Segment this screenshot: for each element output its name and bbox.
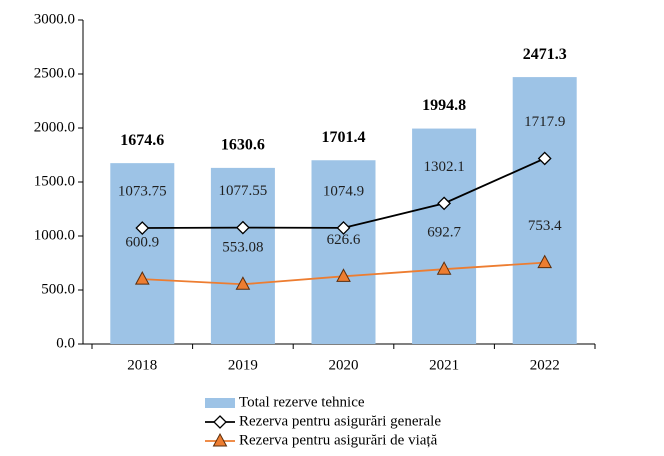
- bar-value-label: 1674.6: [120, 132, 164, 149]
- line-value-label: 1717.9: [524, 114, 565, 130]
- legend-marker: [213, 415, 227, 429]
- line-value-label: 553.08: [222, 240, 263, 256]
- y-tick-label: 2500.0: [34, 65, 75, 81]
- x-tick-label: 2020: [329, 357, 359, 373]
- line-value-label: 753.4: [528, 218, 562, 234]
- y-tick-label: 1000.0: [34, 227, 75, 243]
- x-tick-label: 2019: [228, 357, 258, 373]
- line-marker: [537, 254, 553, 269]
- bar: [412, 128, 477, 344]
- line-value-label: 626.6: [327, 232, 361, 248]
- legend-marker: [212, 432, 228, 447]
- bar-value-label: 1630.6: [221, 137, 265, 154]
- bar: [210, 167, 275, 344]
- legend-swatch: [205, 398, 235, 408]
- line-marker: [235, 220, 250, 235]
- bar-value-label: 1701.4: [322, 129, 366, 146]
- legend-label: Rezerva pentru asigurări de viață: [239, 432, 438, 448]
- line-marker: [437, 196, 452, 211]
- y-tick-label: 500.0: [41, 281, 75, 297]
- bar-value-label: 1994.8: [422, 97, 466, 114]
- line-marker: [336, 268, 351, 282]
- bar: [512, 77, 577, 344]
- x-tick-label: 2021: [429, 357, 459, 373]
- legend-label: Total rezerve tehnice: [239, 394, 365, 410]
- line-value-label: 1077.55: [219, 183, 268, 199]
- x-tick-label: 2018: [127, 357, 157, 373]
- y-tick-label: 1500.0: [34, 173, 75, 189]
- line-marker: [235, 276, 251, 290]
- x-tick-label: 2022: [530, 357, 560, 373]
- line-value-label: 1073.75: [118, 183, 167, 199]
- line-value-label: 1074.9: [323, 183, 364, 199]
- y-tick-label: 3000.0: [34, 11, 75, 27]
- line-marker: [336, 220, 351, 235]
- line-marker: [134, 271, 150, 285]
- line-marker: [537, 151, 552, 166]
- bar: [311, 160, 376, 344]
- bar-value-label: 2471.3: [523, 46, 567, 63]
- legend-label: Rezerva pentru asigurări generale: [239, 413, 441, 429]
- line-marker: [436, 261, 452, 275]
- line-marker: [135, 221, 150, 235]
- y-tick-label: 2000.0: [34, 119, 75, 135]
- line-value-label: 692.7: [427, 225, 461, 241]
- y-tick-label: 0.0: [56, 335, 75, 351]
- line-value-label: 600.9: [125, 235, 159, 251]
- line-value-label: 1302.1: [423, 159, 464, 175]
- bar: [110, 163, 175, 344]
